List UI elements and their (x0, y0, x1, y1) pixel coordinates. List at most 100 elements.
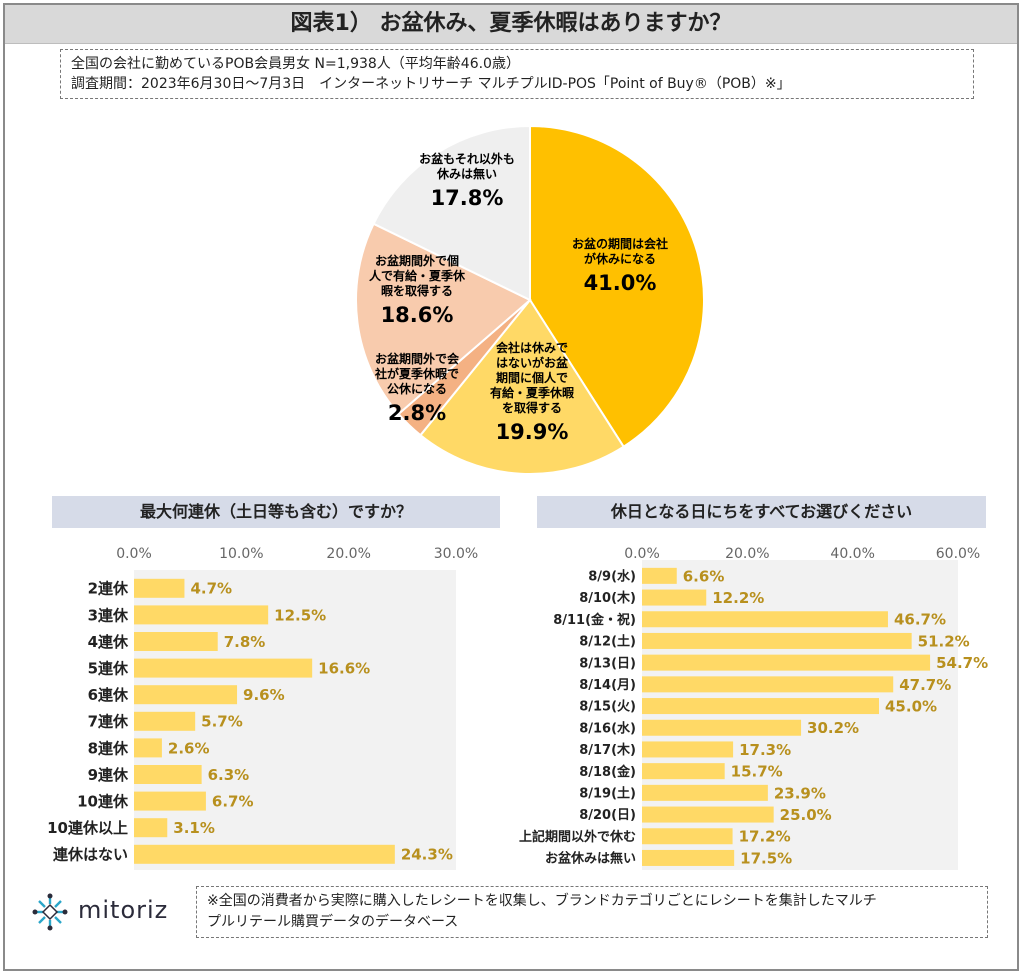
left-bar-chart: 0.0% 10.0% 20.0% 30.0% 2連休 4.7% 3連休 12.5% 4連休 7.8… (47, 546, 478, 870)
bar (134, 711, 196, 731)
category-label: 8/18(金) (579, 764, 636, 780)
right-bar-chart: 0.0% 20.0% 40.0% 60.0% 8/9(水) 6.6% 8/10(木) 12.2… (519, 546, 988, 870)
pie-slice-label: 会社は休みで (496, 340, 568, 355)
bar (642, 698, 879, 715)
value-label: 4.7% (190, 580, 232, 598)
pie-slice-label: お盆の期間は会社 (572, 236, 668, 251)
value-label: 6.7% (212, 793, 254, 811)
pie-slice (419, 298, 625, 475)
bar (134, 818, 168, 838)
value-label: 16.6% (318, 660, 370, 678)
category-label: 8/15(火) (579, 700, 636, 715)
bar (642, 741, 734, 758)
pie-slice-value: 41.0% (584, 271, 657, 295)
value-label: 6.6% (683, 567, 725, 585)
pie-slice (355, 222, 532, 416)
category-label: 8/11(金・祝) (553, 612, 636, 628)
value-label: 46.7% (894, 611, 946, 629)
value-label: 6.3% (208, 766, 250, 784)
value-label: 25.0% (780, 806, 832, 824)
bar (134, 685, 238, 705)
x-tick-label: 20.0% (725, 546, 769, 562)
value-label: 12.5% (274, 606, 326, 624)
category-label: 8/19(土) (579, 786, 636, 802)
left-chart-title: 最大何連休（土日等も含む）ですか？ (52, 496, 500, 528)
category-label: お盆休みは無い (545, 851, 636, 867)
bar (642, 806, 774, 823)
bar (134, 765, 202, 784)
bar (134, 578, 185, 598)
pie-slice-label: 有給・夏季休暇 (490, 385, 574, 400)
pie-slice-label: はないがお盆 (496, 355, 569, 370)
value-label: 17.5% (740, 849, 792, 867)
category-label: 8/16(水) (579, 720, 636, 736)
category-label: 5連休 (88, 660, 129, 678)
bar (642, 849, 735, 866)
category-label: 8/14(月) (579, 678, 636, 693)
value-label: 5.7% (201, 713, 243, 731)
value-label: 9.6% (243, 686, 285, 704)
value-label: 30.2% (807, 719, 859, 737)
x-tick-label: 20.0% (326, 546, 370, 562)
x-tick-label: 0.0% (116, 546, 152, 562)
pie-slice-value: 19.9% (496, 420, 569, 444)
bar (134, 791, 206, 811)
pie-slice-value: 17.8% (431, 186, 504, 210)
value-label: 17.3% (739, 741, 791, 759)
category-label: 10連休 (77, 793, 129, 811)
outer-frame (3, 3, 1019, 971)
bar (642, 632, 912, 649)
x-tick-label: 60.0% (936, 546, 980, 562)
value-label: 45.0% (885, 697, 937, 715)
category-label: 4連休 (88, 633, 129, 651)
pie-slice-label: 社が夏季休暇で (374, 366, 459, 381)
value-label: 17.2% (739, 828, 791, 846)
survey-info-line1: 全国の会社に勤めているPOB会員男女 N=1,938人（平均年齢46.0歳） (71, 56, 520, 72)
pie-slice-label: お盆期間外で個 (375, 253, 459, 268)
category-label: 8/9(水) (588, 569, 636, 585)
pie-slice-label: お盆もそれ以外も (419, 151, 515, 166)
bar (642, 719, 802, 736)
x-tick-label: 0.0% (624, 546, 660, 562)
category-label: 8/20(日) (579, 808, 636, 823)
bar (642, 676, 894, 693)
footnote-line2: プルリテール購買データのデータベース (207, 914, 459, 930)
pie-slice-value: 18.6% (381, 303, 454, 327)
pie-slice-label: が休みになる (584, 251, 656, 266)
value-label: 12.2% (712, 589, 764, 607)
x-tick-label: 40.0% (830, 546, 874, 562)
category-label: 2連休 (88, 580, 129, 598)
survey-info: 全国の会社に勤めているPOB会員男女 N=1,938人（平均年齢46.0歳） 調… (60, 49, 974, 99)
bar (642, 828, 733, 845)
bar (642, 589, 707, 606)
value-label: 24.3% (401, 846, 453, 864)
category-label: 3連休 (88, 606, 129, 624)
bar (134, 632, 218, 651)
value-label: 54.7% (936, 654, 988, 672)
bar (134, 738, 162, 758)
footnote-line1: ※全国の消費者から実際に購入したレシートを収集し、ブランドカテゴリごとにレシート… (207, 893, 877, 909)
pie-slice-label: 休みは無い (436, 166, 497, 181)
value-label: 23.9% (774, 784, 826, 802)
bar (642, 611, 888, 628)
bar (642, 784, 768, 801)
value-label: 7.8% (224, 633, 266, 651)
pie-slice-label: 公休になる (387, 381, 447, 396)
category-label: 9連休 (88, 766, 129, 784)
value-label: 2.6% (168, 739, 210, 757)
value-label: 15.7% (731, 763, 783, 781)
category-label: 8連休 (88, 739, 129, 757)
category-label: 8/13(日) (579, 656, 636, 671)
category-label: 8/17(木) (579, 742, 636, 758)
survey-info-line2: 調査期間：2023年6月30日～7月3日 インターネットリサーチ マルチプルID… (71, 76, 791, 92)
pie-slice (372, 124, 531, 302)
x-tick-label: 10.0% (219, 546, 263, 562)
category-label: 6連休 (88, 686, 129, 704)
pie-slice-label: 暇を取得する (381, 283, 453, 298)
pie-slice-label: お盆期間外で会 (375, 351, 460, 366)
bar (134, 658, 313, 678)
page-title: 図表1） お盆休み、夏季休暇はありますか？ (5, 5, 1017, 44)
category-label: 10連休以上 (47, 819, 128, 837)
right-chart-title: 休日となる日にちをすべてお選びください (537, 496, 986, 528)
